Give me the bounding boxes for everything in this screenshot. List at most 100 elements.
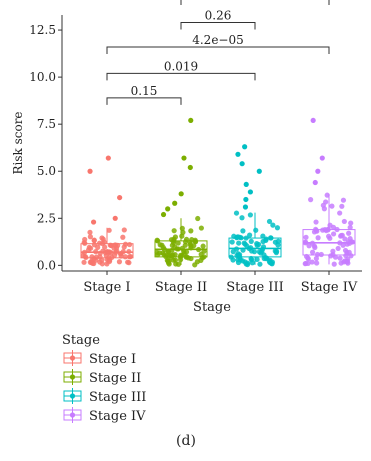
figure-caption: (d) xyxy=(176,433,196,449)
data-point xyxy=(257,261,263,267)
outlier-point xyxy=(242,204,249,210)
comparison-bracket: 0.26 xyxy=(180,9,256,30)
data-point xyxy=(179,233,185,239)
data-point xyxy=(266,218,273,225)
outlier-point xyxy=(256,168,262,174)
outlier-point xyxy=(188,117,194,124)
outlier-point xyxy=(315,168,321,174)
data-point xyxy=(320,227,326,233)
data-point xyxy=(249,260,255,266)
box-group-3 xyxy=(228,144,282,268)
outlier-point xyxy=(165,206,171,212)
outlier-point xyxy=(160,211,167,218)
box-group-4 xyxy=(302,117,356,267)
comparison-bracket: 0.00015 xyxy=(180,0,330,6)
data-point xyxy=(321,206,327,212)
comparison-bracket: 4.2e−05 xyxy=(106,33,330,54)
outlier-point xyxy=(117,194,123,201)
data-point xyxy=(268,260,274,266)
data-point xyxy=(248,238,254,244)
x-tick-label: Stage I xyxy=(83,280,130,295)
data-point xyxy=(239,215,245,221)
outlier-point xyxy=(90,219,97,225)
data-point xyxy=(315,235,321,241)
plot-area: 0.0 2.5 5.0 7.5 10.0 12.5 Risk score Stage I Sta… xyxy=(11,0,362,315)
data-point xyxy=(189,236,195,243)
y-tick-label: 12.5 xyxy=(29,23,56,37)
data-point xyxy=(87,229,93,235)
legend-title: Stage xyxy=(62,333,100,348)
legend-key-point xyxy=(69,412,76,418)
data-point xyxy=(260,233,266,239)
legend-label: Stage IV xyxy=(89,409,146,424)
data-point xyxy=(111,252,118,258)
x-tick-label: Stage III xyxy=(226,280,283,295)
outlier-point xyxy=(243,181,249,188)
data-point xyxy=(326,233,332,239)
data-point xyxy=(127,254,133,260)
data-point xyxy=(340,242,346,248)
data-point xyxy=(171,228,177,234)
outlier-point xyxy=(242,144,248,150)
data-point xyxy=(331,261,337,267)
data-point xyxy=(82,236,88,243)
data-point xyxy=(235,259,242,266)
data-point xyxy=(86,244,92,250)
bracket-line xyxy=(180,0,330,6)
data-point xyxy=(253,227,259,233)
outlier-point xyxy=(112,215,118,221)
data-point xyxy=(236,240,242,246)
outlier-point xyxy=(235,151,241,157)
data-point xyxy=(95,244,101,250)
box-group-2 xyxy=(154,117,208,268)
box-iqr xyxy=(80,243,134,259)
data-point xyxy=(157,242,163,248)
data-point xyxy=(348,253,354,259)
outlier-point xyxy=(310,117,316,124)
bracket-line xyxy=(106,72,256,81)
box-group-1 xyxy=(80,155,134,267)
data-point xyxy=(106,258,113,265)
data-point xyxy=(254,256,260,263)
data-point xyxy=(185,255,192,261)
outlier-point xyxy=(239,161,245,167)
outlier-point xyxy=(181,155,187,161)
legend-label: Stage I xyxy=(89,352,136,367)
data-point xyxy=(341,218,347,225)
data-point xyxy=(120,234,126,240)
data-point xyxy=(274,225,281,231)
legend-label: Stage II xyxy=(89,371,141,386)
legend-item-4: Stage IV xyxy=(63,407,146,424)
data-point xyxy=(339,203,345,209)
data-point xyxy=(116,259,123,265)
legend-item-3: Stage III xyxy=(63,388,146,405)
data-point xyxy=(337,210,343,216)
data-point xyxy=(99,257,105,263)
data-point xyxy=(243,261,249,267)
p-value-label: 4.2e−05 xyxy=(192,33,244,47)
legend-item-2: Stage II xyxy=(63,369,141,386)
data-point xyxy=(305,256,311,262)
outlier-point xyxy=(87,168,93,174)
x-axis-title: Stage xyxy=(193,300,231,315)
data-point xyxy=(175,261,182,267)
outlier-point xyxy=(187,164,193,171)
data-point xyxy=(263,256,269,262)
data-point xyxy=(340,197,347,203)
data-point xyxy=(309,249,316,255)
data-point xyxy=(312,244,318,251)
data-point xyxy=(254,242,260,248)
outlier-point xyxy=(319,155,325,161)
data-point xyxy=(233,210,240,216)
data-point xyxy=(348,220,354,226)
data-point xyxy=(87,234,93,240)
data-point xyxy=(263,236,269,242)
data-point xyxy=(329,203,335,209)
x-tick-label: Stage II xyxy=(155,280,207,295)
data-point xyxy=(89,254,95,260)
data-point xyxy=(313,255,319,262)
data-point xyxy=(330,231,337,237)
comparison-bracket: 0.15 xyxy=(106,84,182,105)
data-point xyxy=(172,234,179,240)
y-tick-label: 10.0 xyxy=(29,70,56,84)
